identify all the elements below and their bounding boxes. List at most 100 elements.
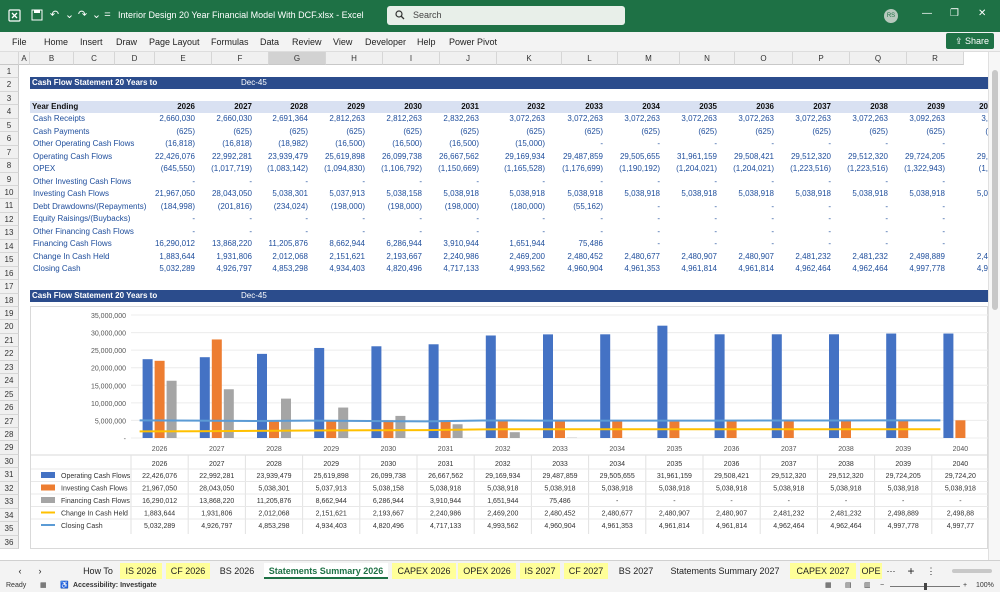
column-header-N[interactable]: N [680,52,735,65]
row-header-18[interactable]: 18 [0,293,19,307]
menu-draw[interactable]: Draw [116,37,138,47]
redo-icon[interactable]: ↷ [77,9,88,21]
tab-cf-2027[interactable]: CF 2027 [564,563,608,579]
row-header-14[interactable]: 14 [0,239,19,254]
zoom-in-icon[interactable]: + [963,582,968,589]
column-header-O[interactable]: O [735,52,793,65]
column-header-A[interactable]: A [19,52,30,65]
vertical-scroll-thumb[interactable] [992,70,998,310]
row-header-32[interactable]: 32 [0,481,19,496]
tab-next-icon[interactable]: › [38,566,42,576]
row-header-16[interactable]: 16 [0,266,19,281]
redo-dropdown-icon[interactable]: ⌄ [91,9,102,21]
row-header-30[interactable]: 30 [0,454,19,469]
row-header-26[interactable]: 26 [0,401,19,415]
customize-toolbar-icon[interactable]: = [104,9,111,21]
tab-prev-icon[interactable]: ‹ [18,566,22,576]
row-header-2[interactable]: 2 [0,78,19,92]
menu-view[interactable]: View [333,37,353,47]
menu-file[interactable]: File [12,37,27,47]
row-header-29[interactable]: 29 [0,441,19,455]
column-header-F[interactable]: F [212,52,269,65]
row-header-5[interactable]: 5 [0,118,19,133]
menu-help[interactable]: Help [417,37,436,47]
column-header-C[interactable]: C [74,52,115,65]
more-options-icon[interactable]: ⋮ [926,566,936,576]
macro-icon[interactable]: ▦ [40,582,47,589]
menu-home[interactable]: Home [44,37,69,47]
row-header-31[interactable]: 31 [0,468,19,482]
row-header-8[interactable]: 8 [0,159,19,173]
row-header-25[interactable]: 25 [0,387,19,402]
accessibility-icon[interactable]: ♿ [60,582,69,589]
zoom-out-icon[interactable]: − [880,582,885,589]
tab-how-to[interactable]: How To [83,566,113,576]
close-icon[interactable]: ✕ [978,8,987,19]
tab-cf-2026[interactable]: CF 2026 [166,563,210,579]
column-header-Q[interactable]: Q [850,52,907,65]
tab-bs-2026[interactable]: BS 2026 [219,566,255,576]
row-header-23[interactable]: 23 [0,360,19,375]
menu-review[interactable]: Review [292,37,322,47]
zoom-level[interactable]: 100% [976,582,994,589]
column-header-R[interactable]: R [907,52,964,65]
search-box[interactable]: Search [387,6,625,25]
column-header-P[interactable]: P [793,52,850,65]
tab-capex-2027[interactable]: CAPEX 2027 [790,563,856,579]
tab-ope[interactable]: OPE [860,563,882,579]
menu-insert[interactable]: Insert [80,37,103,47]
column-header-G[interactable]: G [269,52,326,65]
row-header-24[interactable]: 24 [0,374,19,388]
menu-power-pivot[interactable]: Power Pivot [449,37,498,47]
column-header-L[interactable]: L [562,52,618,65]
row-header-20[interactable]: 20 [0,320,19,334]
restore-icon[interactable]: ❐ [950,8,959,19]
row-header-33[interactable]: 33 [0,495,19,509]
avatar[interactable]: RS [884,9,898,23]
column-header-B[interactable]: B [30,52,74,65]
row-header-15[interactable]: 15 [0,253,19,267]
row-header-28[interactable]: 28 [0,428,19,442]
vertical-scrollbar[interactable] [988,52,1000,560]
undo-dropdown-icon[interactable]: ⌄ [64,9,75,21]
tab-opex-2026[interactable]: OPEX 2026 [458,563,516,579]
row-header-17[interactable]: 17 [0,280,19,294]
menu-formulas[interactable]: Formulas [211,37,249,47]
menu-data[interactable]: Data [260,37,280,47]
row-header-22[interactable]: 22 [0,347,19,361]
add-sheet-icon[interactable]: + [907,564,915,578]
menu-page-layout[interactable]: Page Layout [149,37,200,47]
page-layout-icon[interactable]: ▤ [845,582,852,589]
row-header-6[interactable]: 6 [0,132,19,146]
row-header-34[interactable]: 34 [0,508,19,523]
tab-is-2026[interactable]: IS 2026 [120,563,162,579]
row-header-19[interactable]: 19 [0,307,19,321]
row-header-11[interactable]: 11 [0,199,19,213]
column-header-J[interactable]: J [440,52,497,65]
row-header-36[interactable]: 36 [0,535,19,549]
minimize-icon[interactable]: — [922,8,932,19]
row-header-1[interactable]: 1 [0,65,19,79]
undo-icon[interactable]: ↶ [49,9,60,21]
row-header-35[interactable]: 35 [0,522,19,536]
row-header-7[interactable]: 7 [0,145,19,160]
column-header-M[interactable]: M [618,52,680,65]
tab-is-2027[interactable]: IS 2027 [520,563,560,579]
column-header-D[interactable]: D [115,52,155,65]
save-icon[interactable] [30,9,43,22]
tab-statements-summary-2027[interactable]: Statements Summary 2027 [670,566,780,576]
row-header-10[interactable]: 10 [0,186,19,200]
column-header-H[interactable]: H [326,52,383,65]
normal-view-icon[interactable]: ▦ [825,582,832,589]
cash-flow-chart[interactable]: - 5,000,000 10,000,000 15,000,000 20,000,000… [30,306,989,549]
accessibility-status[interactable]: Accessibility: Investigate [73,582,157,589]
share-button[interactable]: ⇪ Share [946,33,994,49]
row-header-9[interactable]: 9 [0,172,19,186]
row-header-3[interactable]: 3 [0,91,19,106]
menu-developer[interactable]: Developer [365,37,407,47]
row-header-21[interactable]: 21 [0,333,19,348]
column-header-I[interactable]: I [383,52,440,65]
page-break-icon[interactable]: ▥ [864,582,871,589]
tab-statements-summary-2026[interactable]: Statements Summary 2026 [264,563,388,579]
row-header-13[interactable]: 13 [0,226,19,240]
